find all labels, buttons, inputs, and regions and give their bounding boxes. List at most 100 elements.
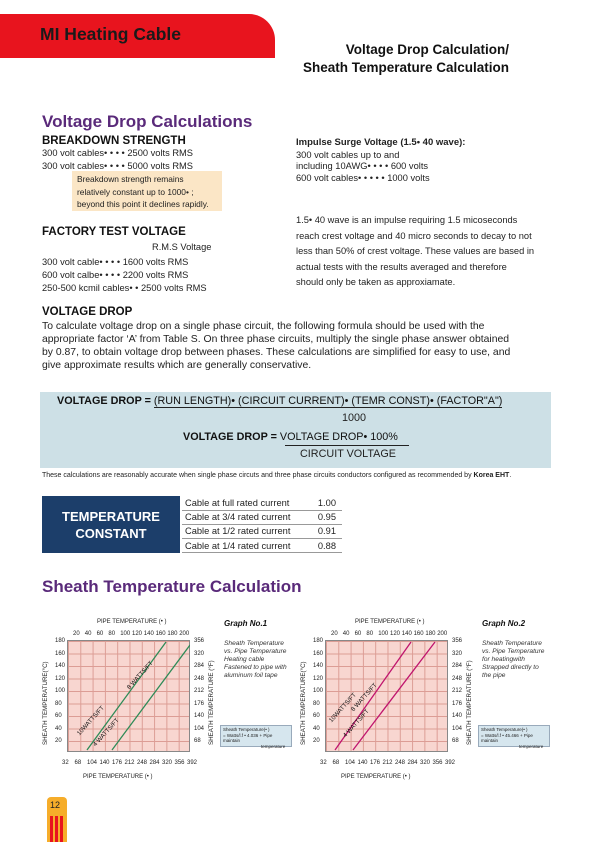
top-tick-label: 100 [120,631,131,637]
right-tick-label: 248 [194,675,205,682]
right-tick-label: 212 [194,688,205,694]
right-tick-label: 140 [452,713,463,719]
graph-description-line: the pipe [482,672,506,679]
left-tick-label: 140 [55,663,66,669]
bottom-tick-label: 176 [370,760,381,766]
table-row: Cable at 1/2 rated current 0.91 [182,524,342,540]
left-tick-label: 180 [313,638,324,644]
top-tick-label: 160 [413,631,424,637]
brand-title: MI Heating Cable [40,24,181,44]
left-tick-label: 140 [313,663,324,669]
left-tick-label: 100 [313,688,324,694]
graph-top-axis-label: PIPE TEMPERATURE (• ) [97,619,167,625]
top-tick-label: 120 [132,631,143,637]
top-tick-label: 20 [73,631,80,637]
left-tick-label: 160 [55,650,66,657]
accuracy-brand: Korea EHT [473,472,510,479]
temperature-constant-label: TEMPERATURE CONSTANT [42,496,180,553]
top-tick-label: 100 [378,631,389,637]
temperature-constant-table: Cable at full rated current 1.00 Cable at… [182,496,342,554]
tc-value: 0.95 [310,510,342,525]
right-tick-label: 284 [452,663,463,669]
bottom-tick-label: 140 [357,760,368,766]
formula-box [40,392,551,468]
graph-formula-line: Sheath Temperature(• ) [481,727,528,732]
bottom-tick-label: 248 [137,760,148,766]
tc-label-2: CONSTANT [75,526,147,541]
bottom-tick-label: 140 [99,760,110,766]
impulse-row-3: 600 volt cables• • • • • 1000 volts [296,173,430,183]
left-tick-label: 20 [313,738,320,744]
left-tick-label: 40 [313,725,320,732]
graph-formula-line: = Watts/l.f • 4.036 + Pipe maintain [223,732,273,744]
factory-subtitle: R.M.S Voltage [152,242,212,252]
vd-line-3: by 0.87, to obtain voltage drop between … [42,347,511,358]
table-row: Cable at 3/4 rated current 0.95 [182,510,342,525]
graph-formula-box: Sheath Temperature(• ) = Watts/l.f • 4.03… [220,725,292,749]
top-tick-label: 40 [342,631,350,637]
impulse-row-1: 300 volt cables up to and [296,150,400,160]
graph-plot-area [325,640,448,752]
impulse-p4: actual tests with the results averaged a… [296,261,507,272]
formula-lhs-1: VOLTAGE DROP = [57,395,151,407]
graph-description-line: Fastened to pipe with [224,664,287,671]
table-row: Cable at full rated current 1.00 [182,496,342,511]
bottom-tick-label: 392 [445,760,456,766]
left-tick-label: 120 [313,675,324,682]
page-tab-stripe [50,816,64,842]
graph-formula-line: temperature [519,743,544,749]
vd-line-2: appropriate factor ‘A’ from Table S. On … [42,334,510,345]
bottom-tick-label: 68 [332,760,340,766]
left-tick-label: 20 [55,738,62,744]
page-title-line2: Sheath Temperature Calculation [302,60,509,75]
graph-top-axis-label: PIPE TEMPERATURE (• ) [355,619,425,625]
graph-bottom-axis-label: PIPE TEMPERATURE (• ) [341,774,411,780]
impulse-paragraph: 1.5• 40 wave is an impulse requiring 1.5… [296,213,534,291]
graph-description-line: Sheath Temperature [482,640,542,647]
graph-description-line: aluminum foil tape [224,672,278,679]
top-tick-label: 140 [401,631,412,637]
voltage-drop-title: VOLTAGE DROP [42,306,133,318]
note-line-1: Breakdown strength remains [77,174,184,184]
tc-label-1: TEMPERATURE [62,509,160,524]
graph-formula-line: Sheath Temperature(• ) [223,727,270,732]
breakdown-note: Breakdown strength remains relatively co… [72,171,222,211]
sheath-heading: Sheath Temperature Calculation [42,577,302,596]
top-tick-label: 80 [108,631,116,637]
bottom-tick-label: 104 [87,760,98,766]
series-line [334,641,412,751]
graph-description-line: Strapped directly to [482,664,539,671]
page-title-line1: Voltage Drop Calculation/ [345,42,509,57]
breakdown-row-2: 300 volt cables• • • • 5000 volts RMS [42,161,193,171]
left-tick-label: 80 [313,700,320,707]
tc-key: Cable at 1/2 rated current [182,524,311,540]
bottom-tick-label: 320 [420,760,431,766]
vd-line-1: To calculate voltage drop on a single ph… [42,321,485,332]
bottom-tick-label: 212 [382,760,393,766]
left-tick-label: 40 [55,725,62,732]
impulse-p3: less than 50% of crest voltage. These va… [296,246,535,256]
tc-key: Cable at 1/4 rated current [182,538,311,554]
bottom-tick-label: 32 [62,760,69,766]
right-tick-label: 320 [452,650,463,657]
vd-line-4: give approximate results which are gener… [42,360,312,371]
formula-denominator-1: 1000 [342,412,367,424]
formula-numerator-2: VOLTAGE DROP• 100% [279,431,398,443]
accuracy-note: These calculations are reasonably accura… [42,472,511,479]
factory-title: FACTORY TEST VOLTAGE [42,226,186,238]
top-tick-label: 40 [84,631,92,637]
right-tick-label: 320 [194,650,205,657]
graph-description-line: Sheath Temperature [224,640,284,647]
top-tick-label: 80 [366,631,374,637]
graph-title: Graph No.2 [482,619,526,628]
right-tick-label: 212 [452,688,463,694]
right-tick-label: 356 [452,638,463,644]
graph-description-line: vs. Pipe Temperature [224,648,287,655]
bottom-tick-label: 320 [162,760,173,766]
graph-left-axis-label: SHEATH TEMPERATURE(°C) [300,661,307,745]
formula-divider-2 [285,445,409,446]
impulse-title: Impulse Surge Voltage (1.5• 40 wave): [296,137,466,148]
right-tick-label: 284 [194,663,205,669]
table-row: Cable at 1/4 rated current 0.88 [182,538,342,554]
bottom-tick-label: 356 [174,760,185,766]
